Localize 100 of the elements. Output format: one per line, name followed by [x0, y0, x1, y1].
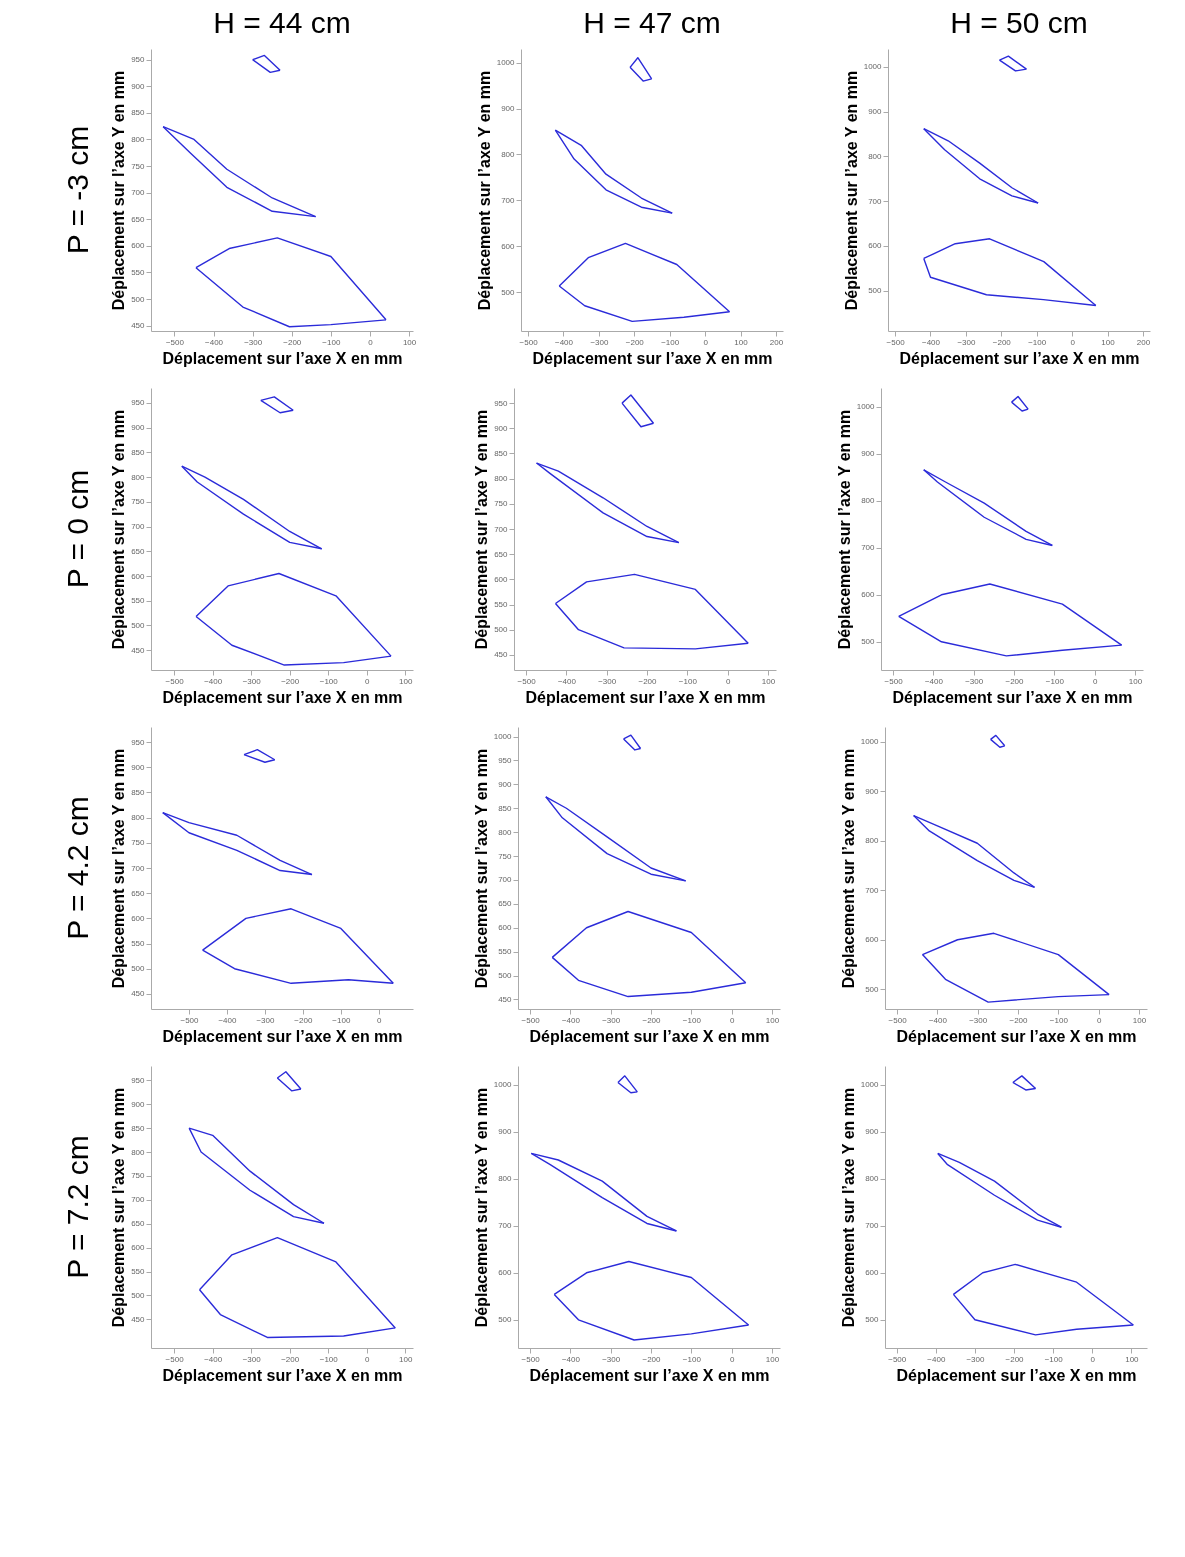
y-tick-label: 550 — [494, 600, 509, 610]
x-tick-label: −100 — [682, 1015, 702, 1025]
y-tick-label: 1000 — [863, 62, 883, 72]
y-tick-label: 650 — [494, 549, 509, 559]
y-tick-label: 750 — [494, 499, 509, 509]
y-tick-label: 600 — [131, 571, 146, 581]
y-axis-title: Déplacement sur l’axe Y en mm — [475, 70, 493, 311]
y-tick-label: 800 — [498, 1174, 513, 1184]
y-tick-label: 900 — [131, 81, 146, 91]
y-tick-label: 950 — [498, 755, 513, 765]
x-tick-label: −200 — [281, 676, 300, 686]
y-tick-label: 450 — [498, 994, 513, 1004]
x-tick-label: 0 — [703, 337, 709, 347]
y-tick-label: 1000 — [860, 1080, 880, 1090]
y-tick-label: 500 — [868, 286, 883, 296]
y-axis-title: Déplacement sur l’axe Y en mm — [842, 70, 860, 311]
text: P = -3 cm — [61, 125, 94, 255]
x-tick-label: −200 — [281, 1354, 300, 1364]
x-tick-label: 0 — [729, 1015, 735, 1025]
x-tick-label: −300 — [242, 676, 262, 686]
y-tick-label: 1000 — [860, 737, 880, 747]
y-tick-label: 550 — [131, 596, 146, 606]
x-tick-label: −200 — [642, 1015, 662, 1025]
x-tick-label: 0 — [365, 1354, 371, 1364]
x-tick-label: −300 — [242, 1354, 262, 1364]
x-tick-label: −300 — [598, 676, 617, 686]
y-tick-label: 500 — [131, 294, 146, 304]
x-axis-title: Déplacement sur l’axe X en mm — [892, 688, 1133, 706]
y-tick-label: 600 — [498, 1268, 513, 1278]
x-tick-label: −400 — [205, 337, 224, 347]
y-tick-label: 850 — [494, 448, 509, 458]
y-tick-label: 800 — [498, 827, 513, 837]
x-axis-title: Déplacement sur l’axe X en mm — [529, 1027, 770, 1045]
y-tick-label: 500 — [494, 625, 509, 635]
y-axis-title: Déplacement sur l’axe Y en mm — [110, 1087, 128, 1328]
y-tick-label: 450 — [131, 989, 146, 999]
x-tick-label: −200 — [642, 1354, 662, 1364]
y-tick-label: 800 — [131, 813, 146, 823]
x-tick-label: −500 — [884, 676, 904, 686]
y-tick-label: 700 — [131, 522, 146, 532]
y-tick-label: 500 — [865, 1315, 880, 1325]
x-tick-label: −500 — [165, 1354, 185, 1364]
x-tick-label: 200 — [769, 337, 784, 347]
x-tick-label: 100 — [1128, 676, 1143, 686]
text: P = 0 cm — [61, 469, 94, 589]
x-tick-label: −200 — [1005, 676, 1025, 686]
x-axis-title: Déplacement sur l’axe X en mm — [899, 349, 1140, 367]
y-axis-title: Déplacement sur l’axe Y en mm — [473, 409, 491, 650]
x-tick-label: 0 — [1090, 1354, 1096, 1364]
y-axis-title: Déplacement sur l’axe Y en mm — [110, 409, 128, 650]
y-tick-label: 700 — [861, 543, 876, 553]
x-tick-label: 0 — [1096, 1015, 1102, 1025]
y-tick-label: 700 — [131, 188, 146, 198]
y-tick-label: 600 — [131, 913, 146, 923]
x-tick-label: −500 — [888, 1354, 907, 1364]
x-tick-label: 100 — [734, 337, 749, 347]
x-tick-label: −100 — [1045, 676, 1065, 686]
x-tick-label: −200 — [283, 337, 302, 347]
y-tick-label: 1000 — [856, 402, 876, 412]
x-tick-label: −400 — [218, 1015, 237, 1025]
y-tick-label: 550 — [131, 1267, 146, 1277]
y-tick-label: 850 — [131, 1123, 146, 1133]
x-tick-label: −500 — [165, 337, 185, 347]
y-tick-label: 700 — [865, 885, 880, 895]
y-tick-label: 1000 — [496, 58, 516, 68]
x-tick-label: 0 — [368, 337, 374, 347]
y-tick-label: 750 — [131, 838, 146, 848]
y-tick-label: 800 — [131, 472, 146, 482]
x-tick-label: −100 — [319, 1354, 339, 1364]
x-tick-label: −400 — [557, 676, 577, 686]
x-tick-label: 100 — [399, 1354, 414, 1364]
chart-title: H = 44 cm — [213, 6, 351, 39]
y-tick-label: 1000 — [493, 732, 513, 742]
x-tick-label: −400 — [561, 1354, 581, 1364]
x-tick-label: −500 — [888, 1015, 908, 1025]
y-tick-label: 900 — [131, 1099, 146, 1109]
y-tick-label: 500 — [131, 620, 146, 630]
y-tick-label: 700 — [498, 875, 513, 885]
y-tick-label: 600 — [868, 241, 883, 251]
y-tick-label: 900 — [865, 1127, 880, 1137]
y-axis-title: Déplacement sur l’axe Y en mm — [839, 748, 857, 989]
y-tick-label: 900 — [865, 786, 880, 796]
x-tick-label: −100 — [682, 1354, 702, 1364]
x-tick-label: 100 — [399, 676, 414, 686]
x-tick-label: −100 — [1044, 1354, 1064, 1364]
x-tick-label: −500 — [517, 676, 537, 686]
y-tick-label: 500 — [501, 287, 516, 297]
y-axis-title: Déplacement sur l’axe Y en mm — [110, 70, 128, 311]
chart-title: H = 47 cm — [583, 6, 721, 39]
y-tick-label: 950 — [131, 737, 146, 747]
y-tick-label: 850 — [498, 803, 513, 813]
y-tick-label: 450 — [494, 650, 509, 660]
x-tick-label: −300 — [244, 337, 263, 347]
y-axis-title: Déplacement sur l’axe Y en mm — [835, 409, 853, 650]
y-tick-label: 800 — [501, 149, 516, 159]
text: P = 7.2 cm — [61, 1135, 94, 1279]
y-tick-label: 750 — [131, 161, 146, 171]
x-axis-title: Déplacement sur l’axe X en mm — [162, 688, 403, 706]
y-tick-label: 700 — [865, 1221, 880, 1231]
x-tick-label: −300 — [602, 1015, 621, 1025]
